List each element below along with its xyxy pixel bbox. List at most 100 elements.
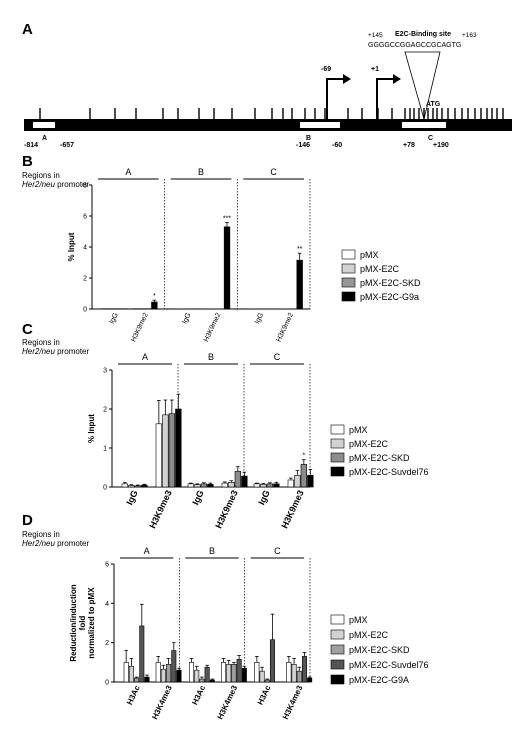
y-tick-label: 2 <box>105 640 109 647</box>
bar <box>254 662 260 683</box>
binding-site-end: +163 <box>462 32 477 39</box>
regions-caption-b: Regions in Her2/neu promoter <box>22 171 89 189</box>
region-coordinate: -814 <box>24 142 38 149</box>
legend-label: pMX-E2C <box>349 630 389 640</box>
bar <box>234 471 241 488</box>
caption-rest: promoter <box>55 539 90 548</box>
bar <box>269 639 275 683</box>
significance-marker: *** <box>223 216 231 223</box>
bar <box>166 663 172 683</box>
panel-letter-d: D <box>22 512 33 529</box>
bar <box>307 474 314 488</box>
legend-swatch <box>330 424 345 435</box>
y-tick-label: 0 <box>83 307 87 314</box>
region-letter: B <box>306 135 311 142</box>
y-axis-label: normalized to pMX <box>87 587 96 659</box>
bar <box>260 483 267 488</box>
y-axis-label: fold <box>78 616 87 631</box>
legend-label: pMX <box>349 615 368 625</box>
regions-caption-d: Regions in Her2/neu promoter <box>22 530 89 548</box>
bar <box>128 485 135 488</box>
bar <box>301 656 307 683</box>
bar <box>221 662 227 683</box>
region-letter: C <box>428 135 433 142</box>
regions-caption-line1: Regions in <box>22 171 60 180</box>
bar <box>273 483 280 488</box>
gene-name: Her2/neu <box>22 180 55 189</box>
bar <box>204 666 210 683</box>
category-label: H3K9me3 <box>147 489 173 530</box>
category-label: H3K4me3 <box>216 684 240 721</box>
bar <box>151 301 158 310</box>
category-label: IgG <box>109 312 120 325</box>
category-label: IgG <box>181 312 192 325</box>
regions-caption-c: Regions in Her2/neu promoter <box>22 338 89 356</box>
category-label: H3K4me3 <box>281 684 305 721</box>
tss-label: +1 <box>371 66 379 73</box>
bar <box>231 663 237 683</box>
bar <box>228 482 235 488</box>
chart-c: 0 1 2 3 % Input A IgG H3K9me3 B IgG H3K9me3 C IgG H3K… <box>87 352 429 530</box>
bar <box>176 669 182 683</box>
region-coordinate: -146 <box>296 142 310 149</box>
legend-label: pMX-E2C-SKD <box>349 453 410 463</box>
panel-letter-b: B <box>22 153 33 170</box>
region-coordinate: +78 <box>403 142 415 149</box>
legend-label: pMX-E2C-SKD <box>349 645 410 655</box>
regions-caption-line2: Her2/neu promoter <box>22 180 89 189</box>
promoter-bar <box>24 119 512 131</box>
region-box-a <box>33 122 55 128</box>
legend-swatch <box>341 263 356 274</box>
category-label: IgG <box>256 489 271 507</box>
bar <box>123 662 129 683</box>
legend-label: pMX-E2C-SKD <box>360 278 421 288</box>
y-tick-label: 0 <box>103 485 107 492</box>
legend-swatch <box>341 291 356 302</box>
y-axis-label: Reduction/induction <box>69 584 78 661</box>
significance-marker: ** <box>297 246 303 253</box>
bar <box>221 482 228 488</box>
legend-label: pMX-E2C <box>349 439 389 449</box>
legend-swatch <box>341 249 356 260</box>
legend-label: pMX-E2C-G9A <box>349 675 409 685</box>
bar <box>128 665 134 683</box>
group-label: C <box>274 546 281 556</box>
chart-b: 0 2 4 6 8 % Input A IgG H3K9me2 B IgG H3K9me2 C IgG H3… <box>67 167 421 343</box>
y-axis-label: % Input <box>87 414 96 443</box>
legend-label: pMX-E2C-G9a <box>360 292 419 302</box>
bar <box>175 408 182 488</box>
group-label: B <box>209 546 215 556</box>
legend-swatch <box>330 674 345 685</box>
bar <box>139 625 145 683</box>
bar <box>253 483 260 488</box>
gene-name: Her2/neu <box>22 539 55 548</box>
y-tick-label: 4 <box>105 601 109 608</box>
category-label: H3K9me3 <box>213 489 239 530</box>
category-label: H3Ac <box>190 684 207 707</box>
bar <box>226 663 232 683</box>
significance-marker: * <box>302 453 305 460</box>
legend-swatch <box>330 452 345 463</box>
tss-arrow <box>326 78 347 119</box>
region-box-b <box>300 122 340 128</box>
y-tick-label: 1 <box>103 446 107 453</box>
group-label: A <box>144 546 150 556</box>
region-coordinate: -657 <box>60 142 74 149</box>
regions-caption-line1: Regions in <box>22 530 60 539</box>
category-label: H3Ac <box>125 684 142 707</box>
bar <box>241 667 247 683</box>
bar <box>296 259 303 310</box>
y-axis-label: % Input <box>67 232 76 261</box>
atg-label: ATG <box>426 101 441 108</box>
bar <box>294 474 301 488</box>
region-box-c <box>402 122 446 128</box>
significance-marker: * <box>153 293 156 300</box>
caption-rest: promoter <box>55 180 90 189</box>
bar <box>291 663 297 683</box>
legend-label: pMX-E2C-Suvdel76 <box>349 467 429 477</box>
category-label: IgG <box>254 312 265 325</box>
y-tick-label: 2 <box>83 276 87 283</box>
legend-label: pMX-E2C-Suvdel76 <box>349 660 429 670</box>
bar <box>121 483 128 488</box>
